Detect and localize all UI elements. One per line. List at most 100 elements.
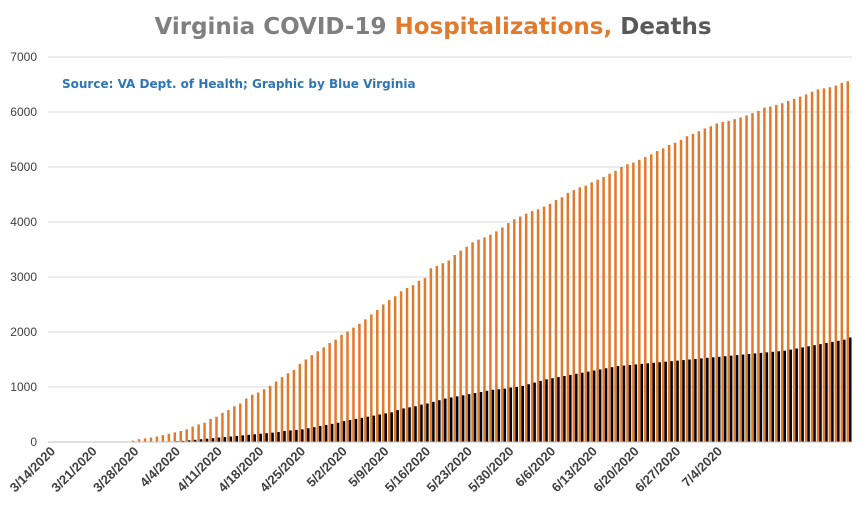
bar-series-0 [262, 389, 266, 442]
bar-series-1 [455, 396, 459, 442]
bar-series-1 [342, 421, 346, 442]
bar-series-0 [197, 424, 200, 442]
bar-series-0 [215, 416, 218, 442]
bar-series-0 [745, 115, 748, 443]
bar-series-1 [402, 408, 405, 442]
bar-series-0 [578, 187, 582, 442]
bar-series-1 [521, 385, 524, 442]
bar-series-1 [789, 349, 792, 442]
bar-series-0 [542, 206, 546, 442]
bar-series-0 [179, 431, 182, 442]
y-tick-label: 4000 [10, 215, 37, 229]
bar-series-0 [846, 81, 850, 442]
bar-series-0 [298, 363, 302, 442]
y-tick-label: 0 [30, 435, 37, 449]
bar-series-0 [304, 359, 308, 442]
bar-series-1 [283, 431, 286, 442]
bar-series-0 [268, 385, 272, 442]
bar-series-1 [783, 350, 787, 442]
bar-series-0 [786, 101, 790, 442]
bar-series-0 [203, 422, 206, 442]
bar-series-0 [673, 142, 677, 443]
y-tick-label: 1000 [10, 380, 37, 394]
title-part-1: Hospitalizations, [394, 14, 620, 40]
bar-series-1 [622, 365, 626, 442]
bar-series-0 [781, 103, 784, 442]
bar-series-1 [259, 433, 262, 442]
bar-series-1 [807, 346, 810, 442]
bar-series-1 [640, 363, 644, 442]
bar-series-0 [358, 323, 361, 442]
bar-series-1 [777, 351, 781, 442]
bar-series-0 [661, 148, 665, 443]
bar-series-0 [554, 200, 558, 442]
bar-series-0 [703, 128, 707, 442]
bar-series-1 [414, 406, 417, 442]
bar-series-0 [399, 291, 403, 442]
bar-series-0 [798, 96, 802, 442]
bar-series-0 [453, 255, 456, 442]
bar-series-1 [825, 343, 828, 442]
bar-series-1 [295, 429, 298, 442]
bar-series-1 [467, 394, 471, 442]
bar-series-1 [313, 427, 316, 442]
bar-series-1 [819, 344, 822, 442]
bar-series-1 [432, 401, 435, 442]
svg-text:Virginia COVID-19 Hospitalizat: Virginia COVID-19 Hospitalizations, Deat… [154, 14, 711, 40]
bar-series-1 [646, 363, 650, 442]
x-tick-label: 6/27/2020 [632, 444, 684, 496]
bar-series-1 [420, 404, 423, 442]
bar-series-1 [628, 365, 632, 442]
bar-series-1 [307, 428, 310, 442]
bar-series-1 [271, 432, 274, 442]
bar-series-1 [372, 415, 376, 442]
bar-series-0 [161, 435, 165, 443]
bar-series-0 [364, 319, 367, 442]
bar-series-0 [626, 164, 629, 442]
x-tick-label: 7/4/2020 [679, 444, 725, 490]
bar-series-0 [757, 110, 760, 443]
bar-series-1 [390, 412, 393, 442]
bar-series-1 [545, 379, 548, 442]
bar-series-1 [592, 370, 596, 442]
bar-series-1 [753, 353, 757, 442]
bar-series-0 [173, 432, 177, 443]
bar-series-0 [792, 98, 796, 443]
bar-series-0 [435, 266, 439, 442]
bar-series-0 [834, 85, 838, 442]
bar-series-1 [539, 380, 542, 442]
bar-series-1 [569, 374, 572, 442]
bar-series-1 [223, 437, 227, 442]
bar-series-0 [638, 159, 641, 442]
x-tick-label: 4/25/2020 [257, 444, 309, 496]
bar-series-1 [813, 345, 816, 442]
bar-series-0 [828, 87, 832, 442]
bar-series-0 [316, 351, 319, 442]
bar-series-1 [444, 398, 447, 442]
bar-series-1 [735, 355, 739, 442]
bar-series-1 [366, 416, 370, 442]
bar-series-0 [739, 117, 742, 442]
bar-series-1 [187, 440, 191, 442]
bar-series-1 [849, 337, 852, 442]
bar-series-0 [245, 398, 248, 442]
bar-series-1 [688, 359, 691, 442]
bar-series-0 [137, 439, 141, 442]
bar-series-1 [378, 414, 382, 442]
bar-series-1 [491, 389, 495, 442]
bar-series-1 [747, 354, 751, 442]
bar-series-1 [289, 430, 292, 442]
bar-series-0 [572, 190, 576, 442]
bar-series-0 [387, 300, 391, 442]
bar-series-1 [581, 372, 584, 442]
bar-series-1 [318, 426, 322, 442]
chart-title: Virginia COVID-19 Hospitalizations, Deat… [154, 14, 711, 40]
bar-series-1 [515, 387, 519, 442]
bar-series-0 [167, 433, 171, 442]
x-tick-label: 5/30/2020 [465, 444, 517, 496]
bar-series-0 [685, 136, 689, 442]
bar-series-1 [253, 434, 256, 442]
bar-series-0 [393, 296, 397, 442]
bar-series-1 [330, 423, 334, 442]
